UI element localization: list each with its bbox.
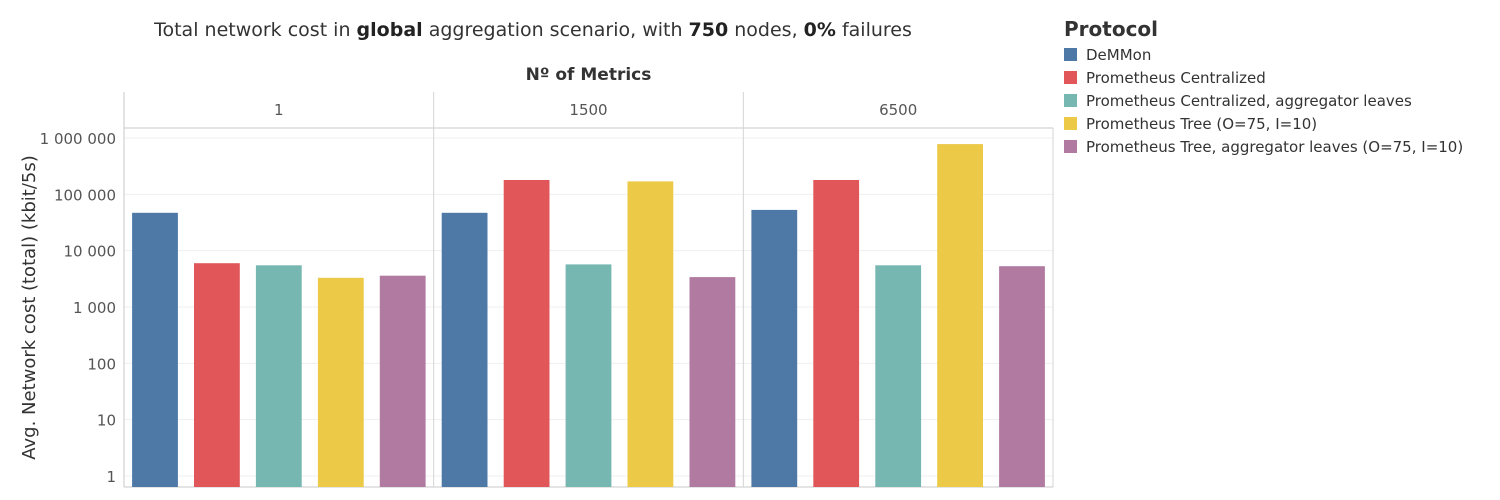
- title-text-1: Total network cost in: [154, 19, 357, 41]
- title-scenario: global: [356, 19, 423, 41]
- title-text-2: aggregation scenario, with: [422, 19, 689, 41]
- facet-header-label: Nº of Metrics: [526, 65, 652, 85]
- bar: [565, 264, 612, 487]
- legend-label: Prometheus Centralized: [1086, 68, 1266, 87]
- chart-plot: Nº of Metrics 1 1500 6500 1 10 100 1 000 10 000 1…: [19, 65, 1054, 488]
- y-tick-label: 1 000: [73, 299, 116, 317]
- bar: [317, 277, 364, 487]
- legend-swatch: [1064, 48, 1077, 61]
- bar: [132, 212, 178, 488]
- bar: [194, 263, 240, 487]
- y-tick-label: 1: [106, 468, 116, 486]
- title-text-4: failures: [835, 19, 912, 41]
- bar: [689, 277, 736, 487]
- legend-label: Prometheus Tree (O=75, I=10): [1086, 114, 1318, 133]
- bar: [255, 265, 302, 487]
- y-tick-label: 100 000: [54, 186, 116, 204]
- bar: [379, 275, 426, 487]
- legend-item: Prometheus Tree, aggregator leaves (O=75…: [1064, 135, 1463, 158]
- y-axis-title: Avg. Network cost (total) (kbit/5s): [19, 155, 40, 460]
- bar: [751, 209, 798, 487]
- legend-swatch: [1064, 117, 1077, 130]
- legend: Protocol DeMMon Prometheus Centralized Pro…: [1064, 17, 1463, 158]
- legend-item: Prometheus Centralized, aggregator leave…: [1064, 89, 1463, 112]
- legend-label: Prometheus Centralized, aggregator leave…: [1086, 91, 1412, 110]
- bar: [937, 144, 983, 487]
- title-text-3: nodes,: [728, 19, 804, 41]
- facet-label: 1500: [569, 101, 607, 119]
- bar: [627, 181, 674, 487]
- bar: [875, 265, 922, 487]
- legend-items: DeMMon Prometheus Centralized Prometheus C…: [1064, 43, 1463, 158]
- legend-item: DeMMon: [1064, 43, 1463, 66]
- legend-swatch: [1064, 94, 1077, 107]
- facet-label: 1: [274, 101, 284, 119]
- y-tick-label: 100: [87, 355, 116, 373]
- chart-title: Total network cost in global aggregation…: [0, 19, 1066, 41]
- legend-label: DeMMon: [1086, 45, 1152, 64]
- legend-swatch: [1064, 140, 1077, 153]
- bar: [503, 180, 550, 487]
- bar: [999, 266, 1045, 487]
- facet-label: 6500: [879, 101, 917, 119]
- legend-item: Prometheus Tree (O=75, I=10): [1064, 112, 1463, 135]
- y-tick-label: 10 000: [64, 243, 117, 261]
- bar: [813, 180, 860, 487]
- legend-title: Protocol: [1064, 17, 1159, 41]
- y-tick-label: 1 000 000: [40, 130, 116, 148]
- legend-swatch: [1064, 71, 1077, 84]
- legend-item: Prometheus Centralized: [1064, 66, 1463, 89]
- title-nodes: 750: [688, 19, 729, 41]
- y-tick-label: 10: [97, 412, 116, 430]
- bar: [441, 212, 488, 488]
- legend-label: Prometheus Tree, aggregator leaves (O=75…: [1086, 137, 1464, 156]
- title-failures: 0%: [803, 19, 836, 41]
